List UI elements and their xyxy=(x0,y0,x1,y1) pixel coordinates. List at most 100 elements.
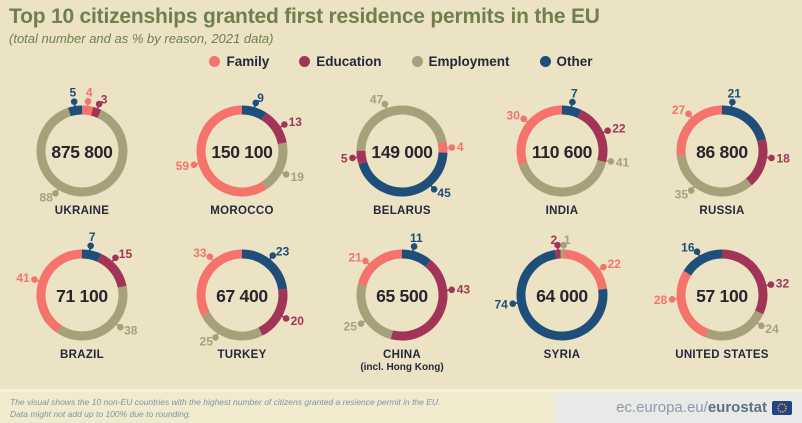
segment-dot xyxy=(410,243,418,250)
segment-dot xyxy=(554,241,561,249)
segment-value-label: 27 xyxy=(672,103,686,117)
legend-dot-family xyxy=(209,56,221,68)
segment-dot xyxy=(560,241,568,249)
segment-dot xyxy=(685,110,692,118)
segment-dot xyxy=(362,257,369,265)
segment-dot xyxy=(252,99,260,107)
legend: Family Education Employment Other xyxy=(0,54,802,69)
ring-segment-other xyxy=(721,105,766,142)
ring-segment-education xyxy=(356,150,368,165)
segment-dot xyxy=(70,98,78,105)
segment-value-label: 1 xyxy=(564,233,571,247)
donut-chart: 7 15 38 41 71 100 xyxy=(16,232,138,341)
segment-value-label: 7 xyxy=(571,88,578,100)
segment-dot xyxy=(520,115,527,123)
donut-chart: 23 20 25 33 67 400 xyxy=(193,245,305,349)
segment-value-label: 28 xyxy=(654,293,668,307)
segment-value-label: 15 xyxy=(119,247,133,261)
ring-segment-education xyxy=(258,288,288,336)
ring-segment-family xyxy=(357,249,403,287)
donut-chart: 7 22 41 30 110 600 xyxy=(507,88,629,197)
country-label: BRAZIL xyxy=(60,349,104,361)
center-total: 110 600 xyxy=(532,142,593,162)
donut-belarus: 4 45 5 47 149 000 BELARUS xyxy=(322,88,482,232)
ring-segment-other xyxy=(67,105,83,117)
center-total: 65 500 xyxy=(376,286,428,306)
segment-value-label: 47 xyxy=(370,92,384,106)
donut-united-states: 32 24 28 16 57 100 UNITED STATES xyxy=(642,232,802,376)
legend-item-education: Education xyxy=(299,54,382,69)
segment-value-label: 35 xyxy=(675,187,689,201)
donut-india: 7 22 41 30 110 600 INDIA xyxy=(482,88,642,232)
segment-value-label: 41 xyxy=(16,271,30,285)
segment-dot xyxy=(569,98,576,106)
segment-value-label: 74 xyxy=(494,298,508,312)
segment-dot xyxy=(87,242,94,250)
segment-dot xyxy=(729,98,736,106)
charts-grid: 5 4 3 88 875 800 UKRAINE 9 13 19 59 150 100 MOROCCO… xyxy=(2,88,800,376)
segment-value-label: 25 xyxy=(200,335,214,349)
donut-morocco: 9 13 19 59 150 100 MOROCCO xyxy=(162,88,322,232)
donut-chart: 2 1 22 74 64 000 xyxy=(494,233,621,341)
ring-segment-employment xyxy=(261,142,288,190)
center-total: 57 100 xyxy=(696,286,748,306)
segment-value-label: 20 xyxy=(291,314,305,328)
donut-chart: 21 18 35 27 86 800 xyxy=(672,88,790,201)
segment-value-label: 21 xyxy=(348,251,362,265)
eurostat-url: ec.europa.eu/eurostat xyxy=(616,399,767,416)
ring-segment-employment xyxy=(56,285,128,341)
ring-segment-employment xyxy=(705,310,764,341)
ring-segment-family xyxy=(196,249,243,317)
center-total: 67 400 xyxy=(216,286,268,306)
center-total: 150 100 xyxy=(211,142,273,162)
donut-chart: 5 4 3 88 875 800 xyxy=(36,88,128,205)
segment-dot xyxy=(693,248,701,255)
segment-value-label: 25 xyxy=(344,320,358,334)
legend-dot-other xyxy=(539,56,551,68)
legend-item-employment: Employment xyxy=(411,54,510,70)
segment-dot xyxy=(448,286,456,294)
segment-dot xyxy=(607,158,615,165)
ring-segment-other xyxy=(401,249,431,268)
ring-segment-employment xyxy=(356,283,394,340)
ring-segment-family xyxy=(196,105,267,197)
legend-dot-employment xyxy=(411,56,423,68)
segment-dot xyxy=(84,98,92,105)
segment-dot xyxy=(767,281,775,288)
segment-value-label: 16 xyxy=(681,240,695,254)
segment-dot xyxy=(349,154,356,162)
donut-chart: 11 43 25 21 65 500 xyxy=(344,232,470,341)
ring-segment-other xyxy=(241,105,267,121)
segment-dot xyxy=(117,323,124,331)
segment-dot xyxy=(604,127,611,134)
segment-dot xyxy=(600,263,607,271)
country-label: CHINA xyxy=(383,349,421,361)
segment-value-label: 22 xyxy=(612,122,626,136)
segment-value-label: 7 xyxy=(89,232,96,244)
segment-value-label: 2 xyxy=(551,233,558,247)
center-total: 149 000 xyxy=(371,142,433,162)
ring-segment-other xyxy=(561,105,582,119)
ring-segment-other xyxy=(358,152,448,197)
ring-segment-family xyxy=(676,105,723,156)
segment-dot xyxy=(95,100,103,108)
ring-segment-other xyxy=(683,249,723,276)
segment-dot xyxy=(281,121,288,128)
ring-segment-education xyxy=(90,106,102,119)
segment-value-label: 9 xyxy=(257,91,264,105)
ring-segment-other xyxy=(81,249,102,262)
ring-segment-education xyxy=(97,253,127,288)
legend-label: Family xyxy=(226,54,270,70)
ring-segment-employment xyxy=(676,154,752,197)
country-sublabel: (incl. Hong Kong) xyxy=(360,362,444,373)
footer-note: The visual shows the 10 non-EU countries… xyxy=(0,392,555,423)
legend-label: Employment xyxy=(428,54,510,70)
country-label: SYRIA xyxy=(543,349,581,361)
legend-item-family: Family xyxy=(209,54,269,69)
eurostat-url-bold: eurostat xyxy=(707,399,767,416)
country-label: UNITED STATES xyxy=(675,349,769,361)
ring-segment-employment xyxy=(518,159,607,197)
footer: The visual shows the 10 non-EU countries… xyxy=(0,389,802,423)
segment-dot xyxy=(430,186,438,193)
